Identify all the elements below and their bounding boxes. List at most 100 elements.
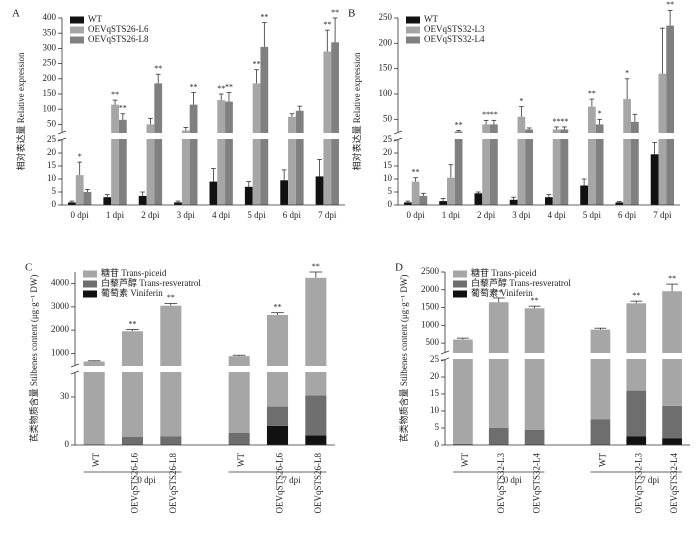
y-tick-label: 100 [43,103,57,113]
y-tick-label: 10 [47,173,57,183]
bar-segment [121,331,144,437]
y-tick-label: 0 [435,439,440,449]
legend-swatch [453,290,467,298]
legend-swatch [70,26,84,34]
bar [411,181,420,205]
axis-break-gap [443,353,692,359]
legend-swatch [453,280,467,288]
legend-label: 葡萄素 Viniferin [101,287,163,298]
y-tick-label: 25 [430,354,440,364]
legend-label: 糖苷 Trans-piceid [101,267,167,278]
y-axis [444,272,690,446]
y-tick-label: 10 [383,173,393,183]
significance-label: ** [632,291,640,300]
y-tick-label: 3000 [51,301,70,311]
legend-swatch [70,16,84,24]
bar-segment [266,425,289,445]
significance-label: ** [412,168,420,177]
bar [615,202,624,205]
y-tick-label: 300 [43,42,57,52]
group-label: 0 dpi [137,475,156,485]
y-tick-label: 50 [383,113,393,123]
x-tick-label: 3 dpi [177,210,196,220]
bar-segment [266,315,289,407]
significance-label: ** [119,104,127,113]
x-tick-label: WT [460,453,470,467]
legend-label: 白藜芦醇 Trans-resveratrol [471,277,571,288]
bar [280,180,289,205]
legend-swatch [83,280,97,288]
bar-segment [626,303,647,391]
significance-label: ** [167,293,175,302]
bar [517,116,526,205]
x-tick-label: OEVqSTS32-L4 [669,453,679,514]
y-tick-label: 25 [383,134,393,144]
y-tick-label: 20 [430,371,440,381]
bar [252,83,261,205]
bar [552,129,561,205]
bar [83,192,92,205]
axis-break-gap [73,366,337,372]
bar-segment [662,291,682,406]
significance-label: * [519,96,523,105]
significance-label: ** [274,303,282,312]
y-tick-label: 20 [47,147,57,157]
y-tick-label: 350 [43,27,57,37]
y-axis [74,272,335,446]
legend-swatch [70,36,84,44]
significance-label: ** [111,90,119,99]
bar [560,129,569,205]
x-tick-label: OEVqSTS26-L6 [130,453,140,514]
x-tick-label: 0 dpi [406,210,425,220]
x-tick-label: 2 dpi [477,210,496,220]
x-tick-label: 7 dpi [653,210,672,220]
legend-swatch [406,16,420,24]
significance-label: * [598,109,602,118]
significance-label: ** [312,262,320,271]
x-tick-label: 4 dpi [547,210,566,220]
y-tick-label: 150 [43,88,57,98]
significance-label: ** [531,296,539,305]
axis-break-mark [70,363,80,375]
y-tick-label: 2500 [421,266,440,276]
bar [138,195,147,205]
x-tick-label: OEVqSTS32-L3 [633,453,643,514]
y-tick-label: 400 [43,12,57,22]
x-tick-label: WT [236,453,246,467]
x-tick-label: OEVqSTS26-L8 [313,453,323,514]
legend-swatch [406,36,420,44]
panel-label: B [348,8,355,20]
x-tick-label: 3 dpi [512,210,531,220]
bar [509,199,518,205]
significance-label: ** [129,319,137,328]
legend-swatch [406,26,420,34]
bar [75,175,84,205]
bar-segment [590,419,611,445]
bar-segment [590,329,611,420]
bar-segment [83,361,105,445]
y-tick-label: 2000 [51,324,70,334]
group-label: 7 dpi [641,475,660,485]
bar [189,104,198,205]
axis-break-mark [57,130,67,142]
x-tick-label: 1 dpi [442,210,461,220]
bar [666,25,675,205]
bar [288,116,296,205]
legend-swatch [83,270,97,278]
x-tick-label: OEVqSTS26-L6 [275,453,285,514]
y-tick-label: 4000 [51,278,70,288]
y-tick-label: 150 [379,63,393,73]
y-tick-label: 5 [388,186,393,196]
significance-label: ** [495,288,503,297]
significance-label: ** [560,117,568,126]
bar [181,130,190,205]
y-tick-label: 200 [379,37,393,47]
legend-label: WT [424,14,438,24]
bar [225,101,233,205]
x-tick-label: WT [597,453,607,467]
bar-segment [305,277,327,396]
panel-label: D [395,262,403,274]
y-tick-label: 10 [430,405,440,415]
y-axis-label: 芪类物质含量 Stilbenes content (μg·g⁻¹ DW) [398,275,409,443]
bar-segment [121,437,144,445]
